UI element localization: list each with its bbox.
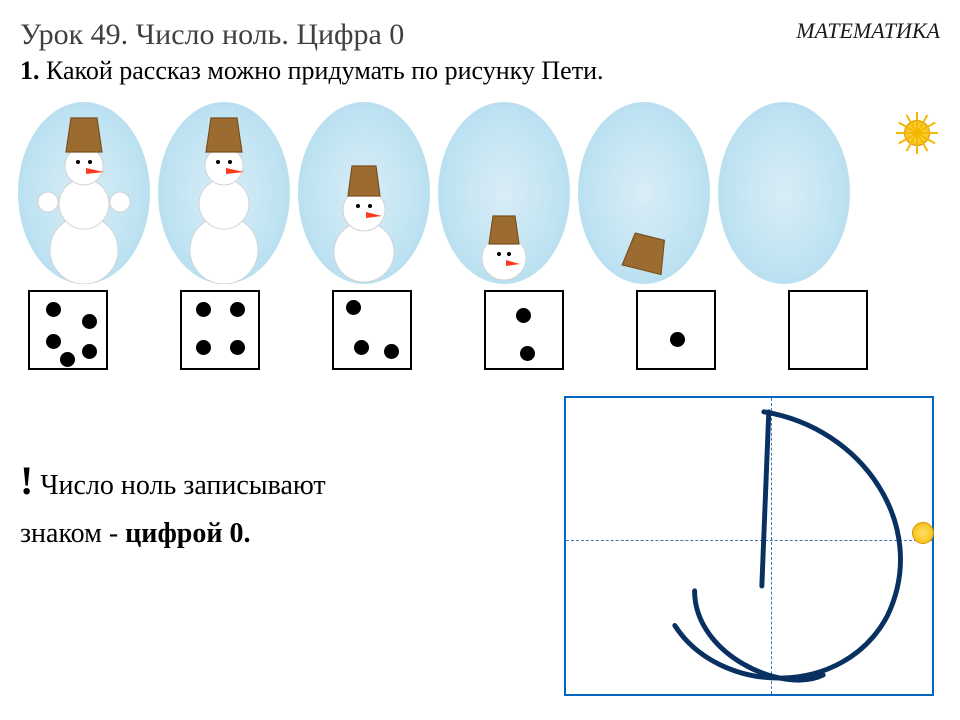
zero-stroke [566,398,932,695]
dot [230,302,245,317]
sun-icon [894,110,940,156]
exclamation-icon: ! [20,458,33,503]
dot [82,314,97,329]
dot-box [332,290,412,370]
dot [346,300,361,315]
snowman-oval [298,102,430,284]
dot-box [788,290,868,370]
snowman-oval [18,102,150,284]
question-text: 1. Какой рассказ можно придумать по рису… [0,52,960,94]
dot [230,340,245,355]
explain-dash: - [109,518,125,549]
explain-line2b: цифрой 0. [125,518,250,549]
lesson-title: Урок 49. Число ноль. Цифра 0 [20,18,404,52]
dot [520,346,535,361]
dot [670,332,685,347]
dot [82,344,97,359]
dots-row [0,284,960,370]
question-body: Какой рассказ можно придумать по рисунку… [46,56,604,85]
dot-box [636,290,716,370]
explanation-text: ! Число ноль записывают знаком - цифрой … [20,450,326,555]
dot [516,308,531,323]
dot-box [180,290,260,370]
snowman-oval [438,102,570,284]
dot [196,340,211,355]
question-number: 1. [20,56,40,85]
explain-line2a: знаком [20,518,109,549]
snowman-oval [578,102,710,284]
dot [60,352,75,367]
snowman-oval [158,102,290,284]
snowman-oval [718,102,850,284]
dot [384,344,399,359]
dot [354,340,369,355]
snowman-row [0,94,960,284]
dot-box [28,290,108,370]
dot [46,334,61,349]
dot [46,302,61,317]
dot [196,302,211,317]
subject-label: МАТЕМАТИКА [796,18,940,44]
zero-writing-grid [564,396,934,696]
dot-box [484,290,564,370]
explain-line1: Число ноль записывают [33,470,325,501]
